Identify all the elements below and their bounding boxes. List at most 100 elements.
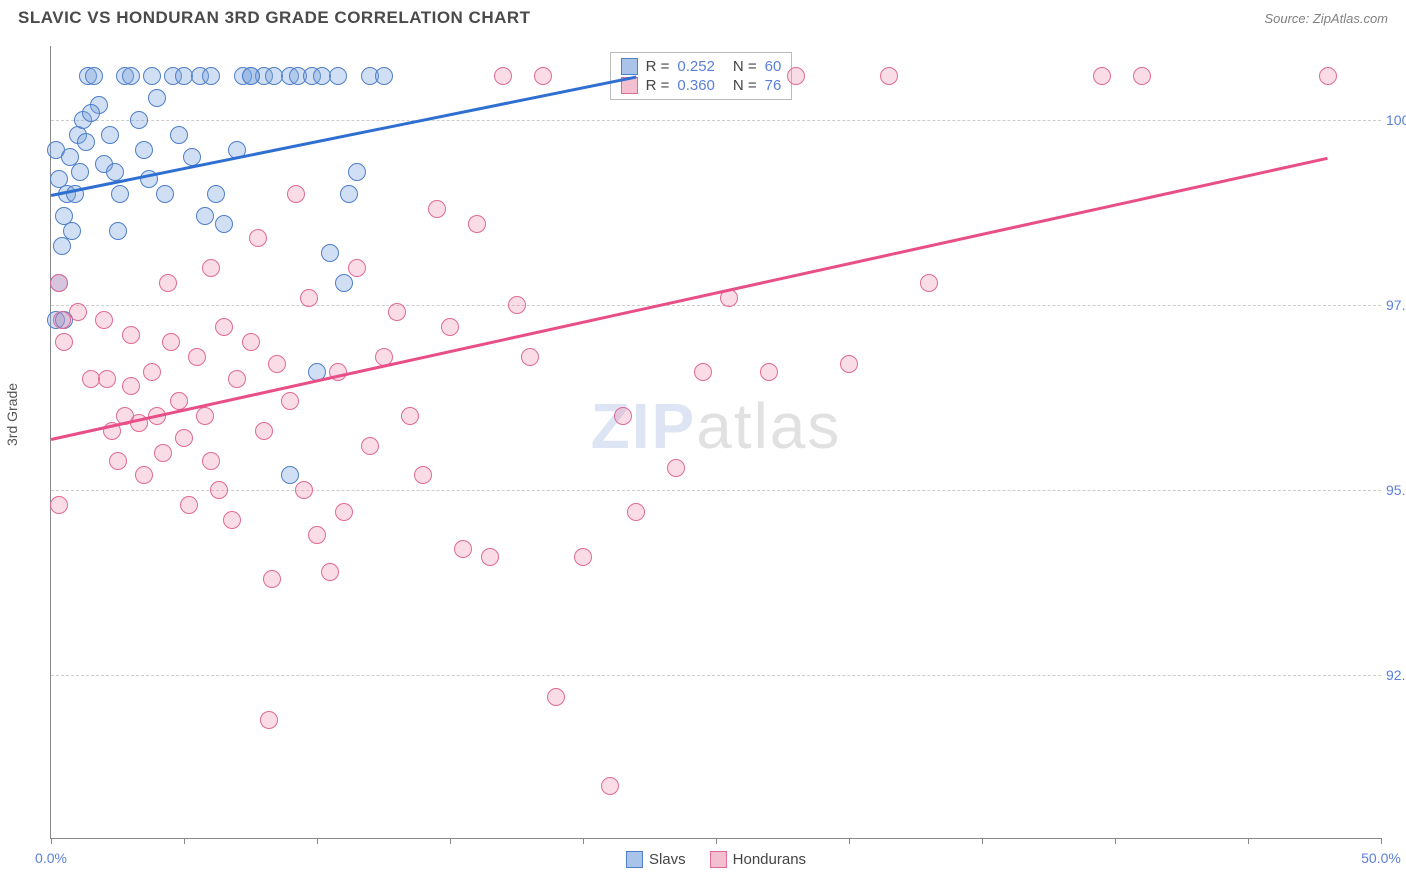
- x-tick: [51, 838, 52, 844]
- scatter-point-hondurans: [667, 459, 685, 477]
- scatter-point-slavs: [109, 222, 127, 240]
- scatter-point-hondurans: [335, 503, 353, 521]
- scatter-point-hondurans: [534, 67, 552, 85]
- scatter-point-hondurans: [223, 511, 241, 529]
- legend-item-slavs: Slavs: [626, 851, 686, 868]
- x-tick: [1381, 838, 1382, 844]
- scatter-point-slavs: [71, 163, 89, 181]
- scatter-point-hondurans: [880, 67, 898, 85]
- scatter-point-hondurans: [175, 429, 193, 447]
- x-tick: [1248, 838, 1249, 844]
- scatter-point-slavs: [375, 67, 393, 85]
- scatter-point-hondurans: [308, 526, 326, 544]
- scatter-point-hondurans: [242, 333, 260, 351]
- gridline: [51, 490, 1381, 491]
- scatter-point-slavs: [82, 104, 100, 122]
- scatter-point-hondurans: [760, 363, 778, 381]
- swatch-slavs-icon: [621, 58, 638, 75]
- scatter-point-hondurans: [1319, 67, 1337, 85]
- scatter-point-hondurans: [321, 563, 339, 581]
- scatter-point-slavs: [53, 237, 71, 255]
- x-tick: [982, 838, 983, 844]
- x-tick-label: 50.0%: [1361, 850, 1401, 866]
- x-tick: [184, 838, 185, 844]
- chart-source: Source: ZipAtlas.com: [1264, 11, 1388, 26]
- scatter-point-hondurans: [210, 481, 228, 499]
- scatter-point-slavs: [242, 67, 260, 85]
- scatter-point-slavs: [130, 111, 148, 129]
- scatter-point-slavs: [143, 67, 161, 85]
- legend-label: Hondurans: [733, 851, 806, 868]
- scatter-point-hondurans: [574, 548, 592, 566]
- scatter-point-hondurans: [196, 407, 214, 425]
- x-tick: [1115, 838, 1116, 844]
- stat-n-label: N =: [733, 58, 757, 75]
- scatter-point-hondurans: [202, 259, 220, 277]
- scatter-point-hondurans: [159, 274, 177, 292]
- scatter-point-hondurans: [109, 452, 127, 470]
- stat-n-value: 60: [765, 58, 782, 75]
- scatter-point-hondurans: [348, 259, 366, 277]
- scatter-point-slavs: [196, 207, 214, 225]
- scatter-point-hondurans: [287, 185, 305, 203]
- stats-row-slavs: R =0.252N =60: [621, 57, 782, 76]
- x-tick-label: 0.0%: [35, 850, 67, 866]
- watermark-atlas: atlas: [696, 390, 841, 462]
- stat-n-label: N =: [733, 77, 757, 94]
- scatter-point-slavs: [122, 67, 140, 85]
- scatter-point-slavs: [63, 222, 81, 240]
- scatter-point-slavs: [156, 185, 174, 203]
- chart-container: SLAVIC VS HONDURAN 3RD GRADE CORRELATION…: [0, 0, 1406, 892]
- gridline: [51, 120, 1381, 121]
- scatter-point-hondurans: [295, 481, 313, 499]
- stats-row-hondurans: R =0.360N =76: [621, 76, 782, 95]
- scatter-point-hondurans: [143, 363, 161, 381]
- scatter-point-hondurans: [614, 407, 632, 425]
- legend-swatch-hondurans-icon: [710, 851, 727, 868]
- gridline: [51, 305, 1381, 306]
- stat-r-value: 0.360: [677, 77, 715, 94]
- gridline: [51, 675, 1381, 676]
- scatter-point-hondurans: [401, 407, 419, 425]
- scatter-point-hondurans: [249, 229, 267, 247]
- y-tick-label: 97.5%: [1386, 297, 1406, 313]
- scatter-point-hondurans: [69, 303, 87, 321]
- scatter-point-hondurans: [787, 67, 805, 85]
- scatter-point-slavs: [335, 274, 353, 292]
- x-tick: [849, 838, 850, 844]
- scatter-point-hondurans: [135, 466, 153, 484]
- scatter-point-hondurans: [281, 392, 299, 410]
- scatter-point-hondurans: [468, 215, 486, 233]
- scatter-point-hondurans: [202, 452, 220, 470]
- scatter-point-hondurans: [122, 326, 140, 344]
- scatter-point-hondurans: [521, 348, 539, 366]
- trend-line-hondurans: [51, 157, 1328, 441]
- chart-header: SLAVIC VS HONDURAN 3RD GRADE CORRELATION…: [0, 0, 1406, 32]
- scatter-point-hondurans: [122, 377, 140, 395]
- stat-n-value: 76: [765, 77, 782, 94]
- x-tick: [317, 838, 318, 844]
- scatter-point-hondurans: [50, 274, 68, 292]
- x-tick: [583, 838, 584, 844]
- scatter-point-hondurans: [601, 777, 619, 795]
- x-tick: [716, 838, 717, 844]
- scatter-point-hondurans: [1133, 67, 1151, 85]
- scatter-point-slavs: [170, 126, 188, 144]
- scatter-point-hondurans: [920, 274, 938, 292]
- scatter-point-slavs: [106, 163, 124, 181]
- chart-title: SLAVIC VS HONDURAN 3RD GRADE CORRELATION…: [18, 8, 531, 28]
- scatter-point-slavs: [101, 126, 119, 144]
- scatter-point-slavs: [321, 244, 339, 262]
- scatter-point-slavs: [215, 215, 233, 233]
- scatter-point-hondurans: [215, 318, 233, 336]
- correlation-stats-box: R =0.252N =60R =0.360N =76: [610, 52, 793, 100]
- x-tick: [450, 838, 451, 844]
- scatter-point-hondurans: [441, 318, 459, 336]
- scatter-point-hondurans: [428, 200, 446, 218]
- scatter-point-hondurans: [508, 296, 526, 314]
- legend-item-hondurans: Hondurans: [710, 851, 806, 868]
- scatter-point-hondurans: [95, 311, 113, 329]
- y-tick-label: 92.5%: [1386, 667, 1406, 683]
- scatter-point-hondurans: [481, 548, 499, 566]
- watermark: ZIPatlas: [591, 389, 842, 463]
